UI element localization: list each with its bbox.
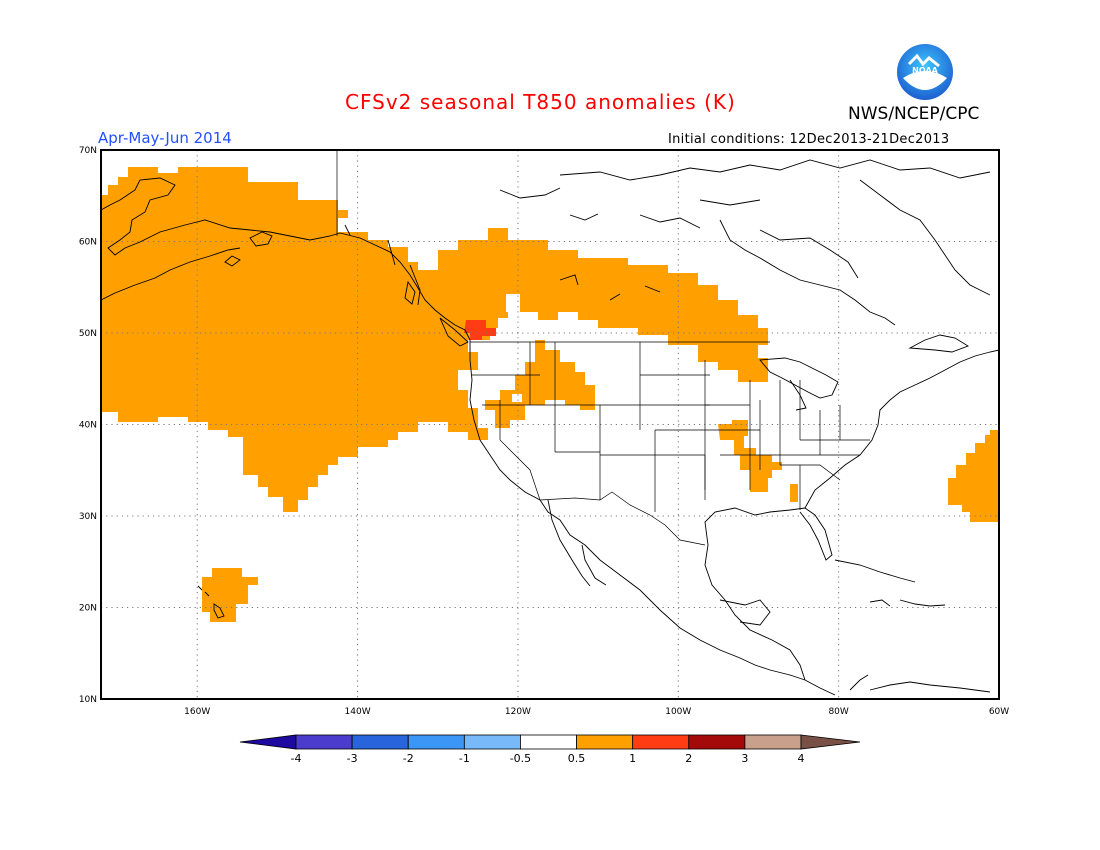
forecast-period: Apr-May-Jun 2014 — [98, 129, 232, 147]
colorbar-swatch — [463, 734, 521, 750]
political-boundaries — [336, 150, 870, 546]
colorbar-swatch — [688, 734, 746, 750]
anomaly-region-atlantic — [948, 430, 999, 522]
colorbar-swatch — [744, 734, 802, 750]
lon-label: 60W — [989, 707, 1009, 717]
map-frame — [100, 149, 1000, 700]
noaa-logo-icon: NOAA — [897, 44, 953, 100]
lat-label: 50N — [79, 329, 97, 339]
lat-label: 20N — [79, 604, 97, 614]
anomaly-shading — [101, 167, 999, 622]
colorbar-swatch — [407, 734, 465, 750]
colorbar-swatch — [351, 734, 409, 750]
lat-label: 10N — [79, 695, 97, 705]
colorbar-label: 2 — [685, 752, 692, 765]
coastlines — [101, 159, 999, 696]
colorbar-label: -0.5 — [510, 752, 531, 765]
lon-label: 120W — [505, 707, 531, 717]
colorbar-label: 4 — [798, 752, 805, 765]
initial-conditions: Initial conditions: 12Dec2013-21Dec2013 — [668, 132, 950, 147]
colorbar-label: -3 — [347, 752, 358, 765]
organization-label: NWS/NCEP/CPC — [848, 104, 980, 124]
colorbar-label: -2 — [403, 752, 414, 765]
lat-label: 40N — [79, 421, 97, 431]
latitude-labels: 70N 60N 50N 40N 30N 20N 10N — [79, 146, 97, 705]
colorbar-label: 1 — [629, 752, 636, 765]
chart-title: CFSv2 seasonal T850 anomalies (K) — [345, 90, 736, 114]
anomaly-region-bc-high — [464, 320, 496, 340]
lat-label: 70N — [79, 146, 97, 156]
colorbar-swatch — [295, 734, 353, 750]
colorbar-swatch — [576, 734, 634, 750]
colorbar-label: 3 — [741, 752, 748, 765]
anomaly-region-west — [485, 340, 595, 428]
colorbar-label: -4 — [291, 752, 302, 765]
anomaly-region-hawaii — [202, 568, 258, 622]
lon-label: 140W — [345, 707, 371, 717]
anomaly-region-alabama — [790, 484, 798, 502]
svg-text:NOAA: NOAA — [912, 66, 938, 75]
colorbar-label: 0.5 — [568, 752, 586, 765]
colorbar-swatch — [520, 734, 577, 750]
lon-label: 80W — [828, 707, 848, 717]
lon-label: 160W — [184, 707, 210, 717]
colorbar-swatch — [632, 734, 690, 750]
lat-label: 30N — [79, 512, 97, 522]
colorbar-label: -1 — [459, 752, 470, 765]
colorbar-max-arrow — [800, 734, 861, 750]
colorbar-min-arrow — [239, 734, 297, 750]
lon-label: 100W — [665, 707, 691, 717]
anomaly-region-pacific — [101, 167, 768, 512]
longitude-labels: 160W 140W 120W 100W 80W 60W — [184, 707, 1009, 717]
colorbar: -4 -3 -2 -1 -0.5 0.5 1 2 3 4 — [239, 734, 861, 765]
lat-label: 60N — [79, 238, 97, 248]
